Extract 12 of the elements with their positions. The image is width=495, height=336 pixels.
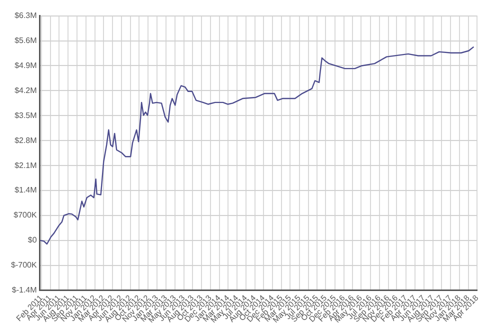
- y-tick-label: $-700K: [11, 260, 38, 270]
- y-tick-label: $2.8M: [14, 136, 38, 145]
- y-tick-label: $-1.4M: [12, 286, 38, 295]
- y-tick-label: $2.1M: [14, 160, 38, 170]
- y-tick-label: $700K: [14, 210, 38, 220]
- y-tick-label: $4.2M: [14, 86, 38, 95]
- y-tick-label: $5.6M: [14, 36, 38, 45]
- y-tick-label: $6.3M: [14, 11, 38, 20]
- y-tick-label: $3.5M: [14, 110, 38, 120]
- y-tick-label: $0: [28, 236, 38, 245]
- y-tick-label: $1.4M: [14, 186, 38, 195]
- y-tick-label: $4.9M: [14, 60, 38, 70]
